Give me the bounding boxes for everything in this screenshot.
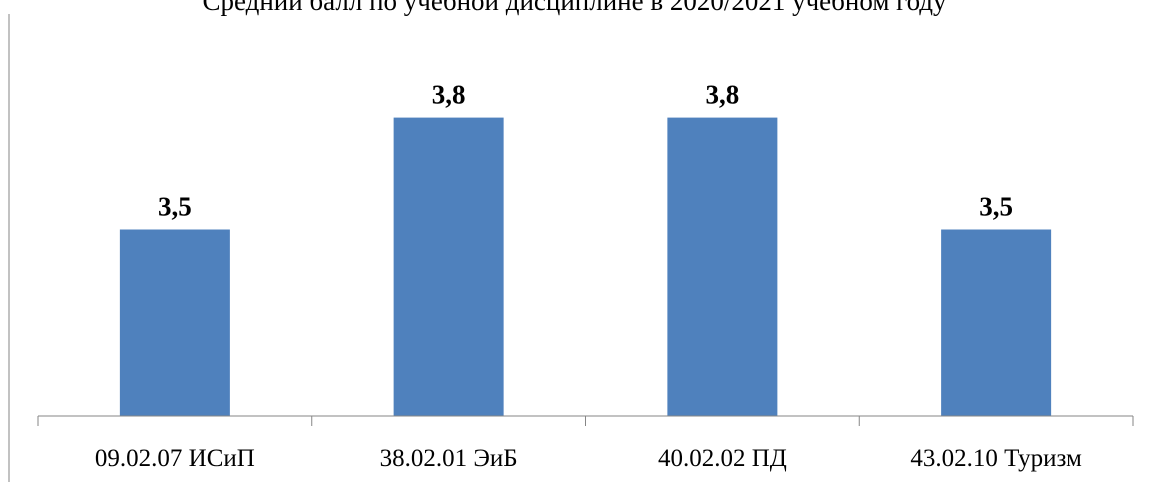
chart-title: Средний балл по учебной дисциплине в 202… [202, 0, 947, 16]
data-label-3: 3,8 [706, 80, 740, 110]
data-label-4: 3,5 [979, 192, 1013, 222]
data-label-1: 3,5 [158, 192, 192, 222]
bar-3 [667, 117, 778, 416]
x-tick-label-1: 09.02.07 ИСиП [95, 445, 255, 472]
bar-2 [393, 117, 504, 416]
bar-4 [941, 229, 1052, 416]
data-label-2: 3,8 [432, 80, 466, 110]
bar-1 [119, 229, 230, 416]
x-tick-label-4: 43.02.10 Туризм [910, 445, 1082, 472]
x-tick-label-3: 40.02.02 ПД [658, 445, 787, 472]
x-tick-label-2: 38.02.01 ЭиБ [380, 445, 518, 472]
